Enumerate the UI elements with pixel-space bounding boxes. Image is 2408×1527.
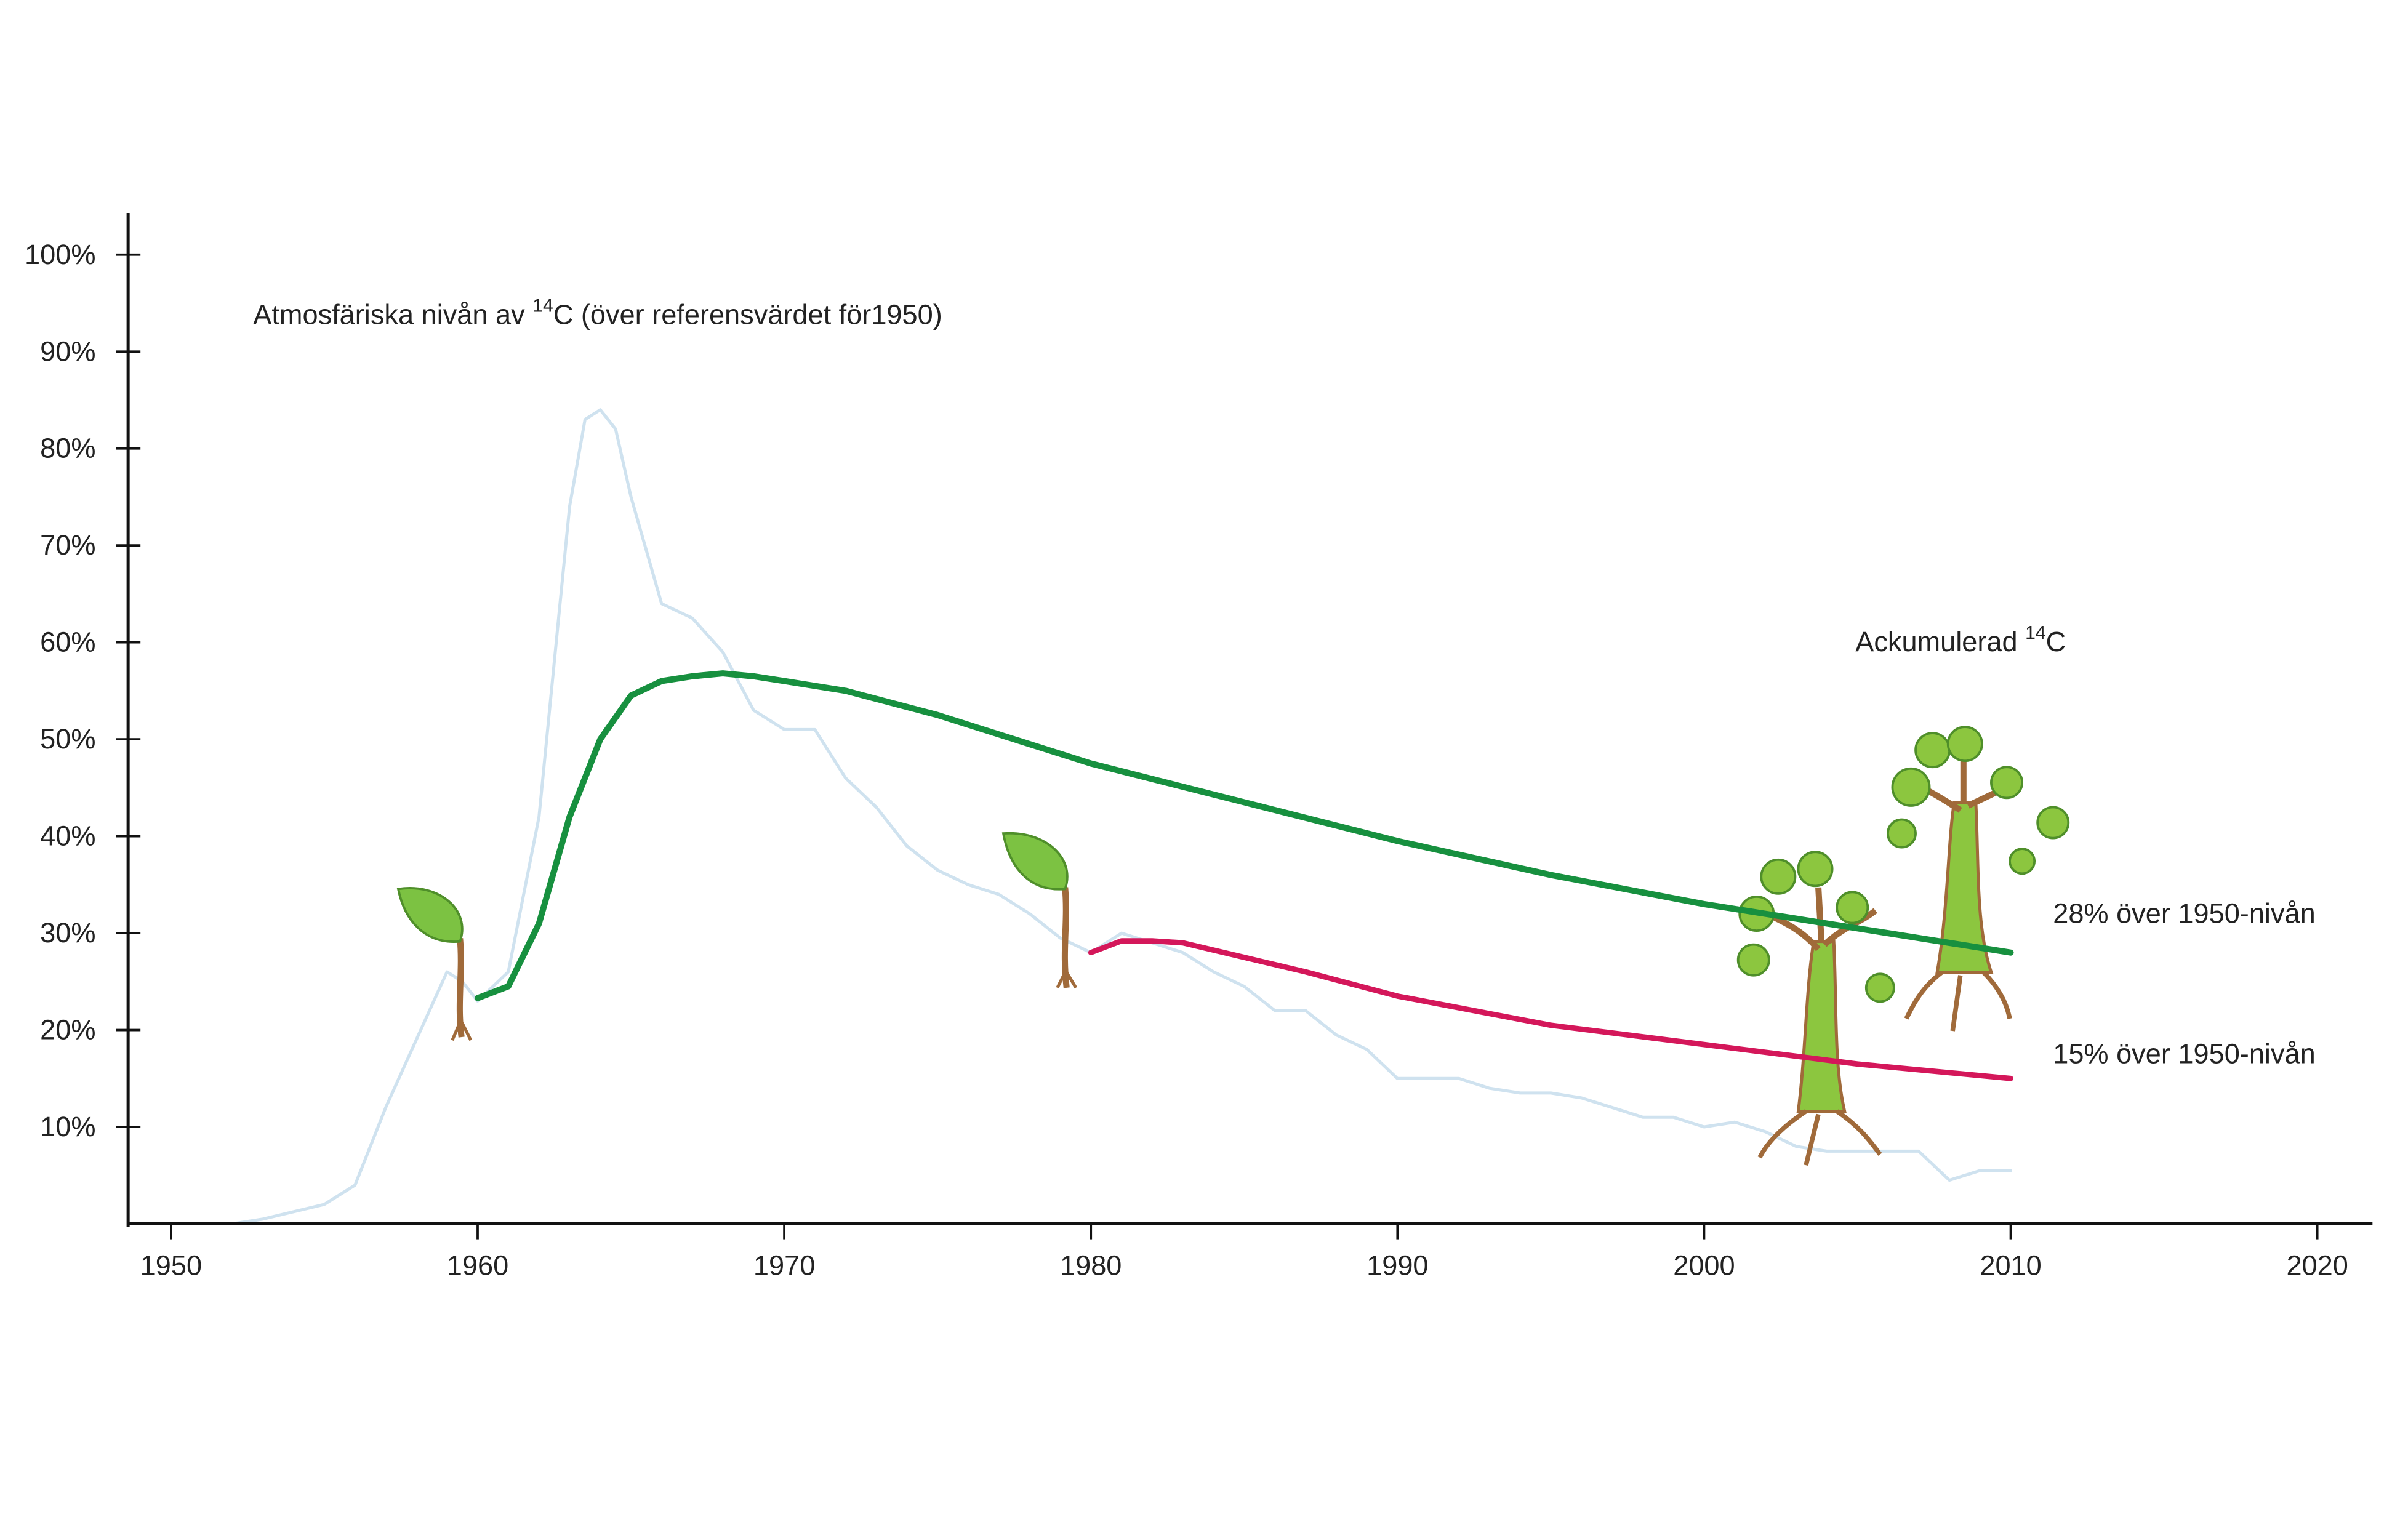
annotation-part: 15% över 1950-nivån [2053, 1038, 2315, 1070]
y-tick-label: 60% [40, 627, 95, 658]
y-tick-label: 90% [40, 335, 95, 367]
y-tick-label: 70% [40, 529, 95, 561]
y-tick-label: 20% [40, 1014, 95, 1046]
annotation-part: Ackumulerad [1855, 626, 2025, 657]
series-line [474, 670, 2014, 1001]
series-line [169, 408, 2013, 1226]
y-tick-label: 10% [40, 1111, 95, 1142]
annotation: 28% över 1950-nivån [2053, 898, 2315, 929]
x-tick-label: 1990 [1367, 1249, 1428, 1281]
illustrations [396, 726, 2070, 1166]
annotation-part: 14 [2025, 623, 2045, 643]
y-tick-label: 40% [40, 820, 95, 852]
x-tick-label: 2000 [1673, 1249, 1735, 1281]
series-line [1088, 938, 2013, 1081]
y-tick-label: 80% [40, 433, 95, 464]
x-tick-label: 1970 [753, 1249, 815, 1281]
annotation: 15% över 1950-nivån [2053, 1038, 2315, 1070]
annotation: Atmosfäriska nivån av 14C (över referens… [253, 296, 942, 331]
annotation: Ackumulerad 14C [1855, 623, 2066, 657]
y-tick-label: 50% [40, 723, 95, 755]
annotation-part: Atmosfäriska nivån av [253, 299, 532, 331]
x-tick-label: 2010 [1980, 1249, 2041, 1281]
annotation-part: C [2046, 626, 2066, 657]
x-tick-label: 1960 [447, 1249, 508, 1281]
annotation-part: C (över referensvärdet för1950) [553, 299, 942, 331]
annotation-part: 28% över 1950-nivån [2053, 898, 2315, 929]
annotation-part: 14 [532, 296, 553, 316]
x-tick-label: 1980 [1060, 1249, 1122, 1281]
y-tick-label: 30% [40, 917, 95, 948]
x-tick-label: 2020 [2286, 1249, 2348, 1281]
x-tick-label: 1950 [140, 1249, 202, 1281]
y-tick-label: 100% [25, 239, 95, 270]
